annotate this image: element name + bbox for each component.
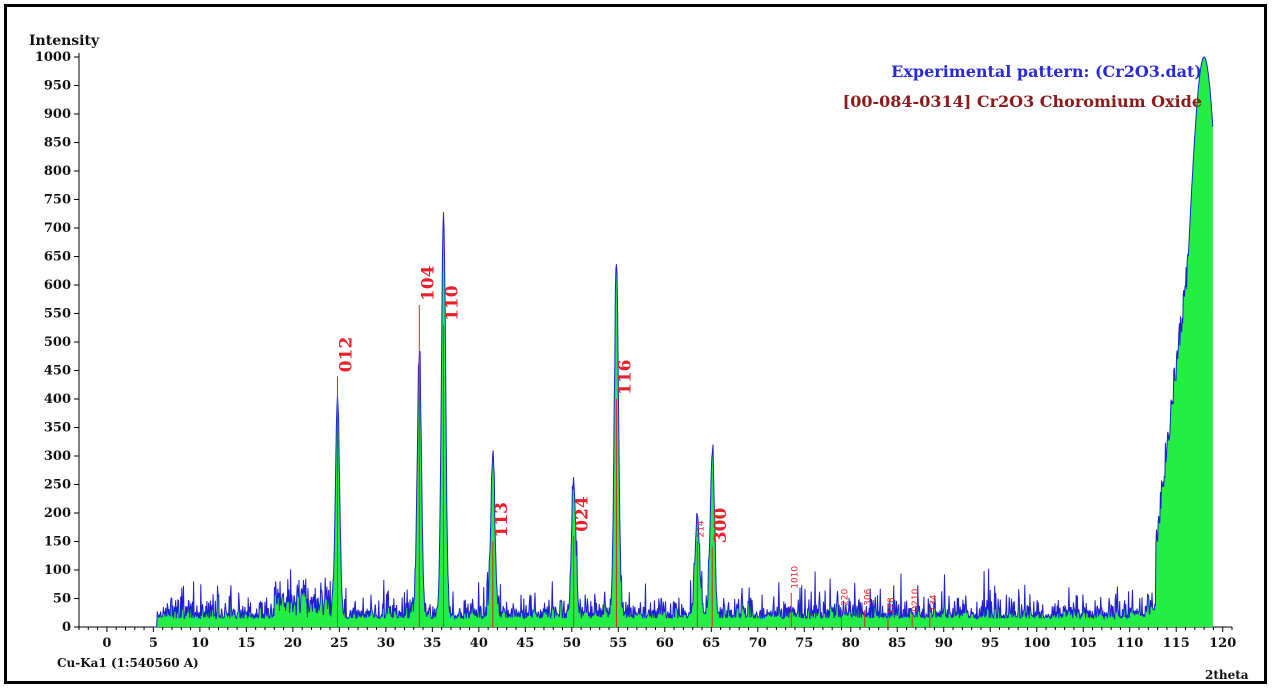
- x-tick-label: 50: [563, 636, 581, 651]
- x-tick-label: 85: [888, 636, 906, 651]
- hkl-label: 1010: [790, 566, 800, 589]
- hkl-label: 214: [696, 520, 706, 537]
- y-tick-label: 900: [44, 107, 71, 122]
- y-tick-label: 600: [44, 278, 71, 293]
- y-tick-label: 750: [44, 193, 71, 208]
- x-tick-label: 20: [284, 636, 302, 651]
- axes: [74, 53, 1233, 632]
- hkl-label: 306: [864, 588, 874, 605]
- legend-reference: [00-084-0314] Cr2O3 Choromium Oxide: [843, 92, 1202, 111]
- hkl-label: 300: [711, 508, 731, 544]
- chart-frame: 012 104 110 113 024 116 300 214 1010 220 306 128 021…: [4, 4, 1267, 684]
- x-tick-label: 55: [609, 636, 627, 651]
- x-tick-label: 40: [470, 636, 488, 651]
- y-tick-label: 100: [44, 563, 71, 578]
- intensity-line-path: [153, 56, 1214, 628]
- y-tick-label: 300: [44, 449, 71, 464]
- x-tick-label: 60: [656, 636, 674, 651]
- x-tick-label: 100: [1023, 636, 1050, 651]
- x-tick-label: 120: [1209, 636, 1236, 651]
- x-tick-label: 90: [935, 636, 953, 651]
- hkl-label: 110: [442, 285, 462, 321]
- y-tick-label: 500: [44, 335, 71, 350]
- x-tick-label: 65: [702, 636, 720, 651]
- hkl-label: 104: [418, 265, 438, 301]
- hkl-label: 113: [492, 502, 512, 537]
- radiation-label: Cu-Ka1 (1:540560 A): [57, 656, 199, 670]
- y-tick-label: 150: [44, 535, 71, 550]
- intensity-fill-area: [153, 57, 1213, 627]
- x-tick-label: 35: [423, 636, 441, 651]
- y-tick-label: 50: [53, 592, 71, 607]
- x-tick-label: 115: [1163, 636, 1190, 651]
- x-tick-label: 70: [749, 636, 767, 651]
- intensity-line: [153, 56, 1214, 628]
- x-tick-label: 95: [981, 636, 999, 651]
- tick-labels: 0501001502002503003504004505005506006507…: [35, 50, 1236, 651]
- hkl-label: 134: [929, 594, 939, 611]
- y-axis-label: Intensity: [29, 33, 100, 49]
- y-tick-label: 250: [44, 478, 71, 493]
- y-tick-label: 700: [44, 221, 71, 236]
- y-tick-label: 0: [62, 620, 71, 635]
- x-tick-label: 15: [237, 636, 255, 651]
- y-tick-label: 200: [44, 506, 71, 521]
- x-tick-label: 80: [842, 636, 860, 651]
- y-tick-label: 950: [44, 79, 71, 94]
- hkl-label: 220: [840, 588, 850, 605]
- x-tick-label: 10: [191, 636, 209, 651]
- hkl-label: 128: [887, 597, 897, 614]
- x-tick-label: 45: [516, 636, 534, 651]
- hkl-label: 024: [573, 496, 593, 532]
- x-tick-label: 30: [377, 636, 395, 651]
- y-tick-label: 550: [44, 307, 71, 322]
- y-tick-label: 450: [44, 364, 71, 379]
- x-tick-label: 5: [149, 636, 158, 651]
- hkl-label: 0210: [911, 588, 921, 611]
- y-tick-label: 1000: [35, 50, 71, 65]
- y-tick-label: 650: [44, 250, 71, 265]
- intensity-fill-path: [153, 57, 1213, 627]
- x-tick-label: 110: [1116, 636, 1143, 651]
- y-tick-label: 800: [44, 164, 71, 179]
- y-tick-label: 350: [44, 421, 71, 436]
- x-tick-label: 75: [795, 636, 813, 651]
- x-tick-label: 0: [102, 636, 111, 651]
- x-axis-label: 2theta: [1205, 668, 1249, 682]
- hkl-label: 012: [336, 337, 356, 373]
- x-tick-label: 25: [330, 636, 348, 651]
- x-tick-label: 105: [1070, 636, 1097, 651]
- y-tick-label: 400: [44, 392, 71, 407]
- legend-experimental: Experimental pattern: (Cr2O3.dat): [891, 62, 1202, 81]
- y-tick-label: 850: [44, 136, 71, 151]
- hkl-label: 116: [615, 360, 635, 396]
